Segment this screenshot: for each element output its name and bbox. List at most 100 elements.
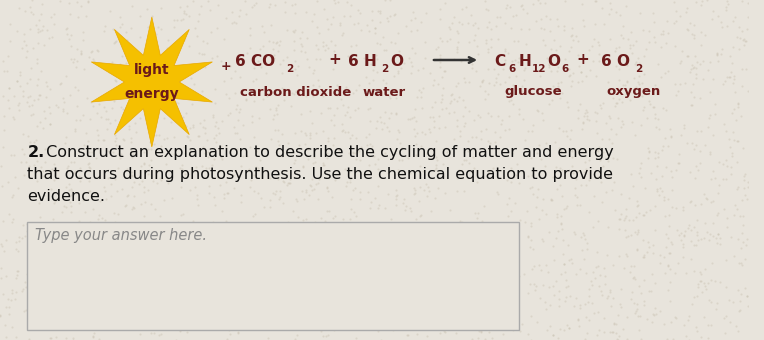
Point <box>397 60 410 66</box>
Point <box>725 235 737 240</box>
Point <box>142 146 154 151</box>
Point <box>361 142 373 148</box>
Point <box>733 260 745 266</box>
Point <box>537 282 549 288</box>
Point <box>721 1 733 6</box>
Point <box>414 164 426 169</box>
Point <box>238 0 251 4</box>
Point <box>594 180 607 185</box>
Point <box>699 142 711 148</box>
Point <box>104 9 116 14</box>
Point <box>202 232 214 237</box>
Point <box>255 196 267 201</box>
Point <box>621 336 633 340</box>
Point <box>720 0 733 3</box>
Point <box>237 122 249 128</box>
Point <box>346 187 358 192</box>
Point <box>24 307 36 313</box>
Point <box>306 160 319 166</box>
Point <box>453 167 465 172</box>
Point <box>277 97 290 103</box>
Point <box>190 224 202 230</box>
Point <box>89 320 101 326</box>
Point <box>400 255 413 261</box>
Point <box>83 165 96 171</box>
Point <box>694 334 707 339</box>
Point <box>96 275 108 280</box>
Point <box>99 188 111 193</box>
Point <box>741 293 753 299</box>
Point <box>660 231 672 237</box>
Point <box>635 174 647 180</box>
Point <box>574 202 586 208</box>
Point <box>268 53 280 58</box>
Point <box>453 255 465 260</box>
Point <box>583 293 595 299</box>
Point <box>720 216 733 221</box>
Point <box>120 65 132 71</box>
Point <box>322 105 335 110</box>
Point <box>611 156 623 162</box>
Point <box>294 48 306 54</box>
Point <box>28 272 40 278</box>
Point <box>390 203 403 208</box>
Point <box>283 299 295 304</box>
Point <box>234 56 246 61</box>
Point <box>130 129 142 134</box>
Point <box>7 114 19 120</box>
Point <box>222 320 234 325</box>
Point <box>562 283 574 289</box>
Point <box>170 252 183 258</box>
Point <box>432 186 444 191</box>
Point <box>415 95 427 100</box>
Point <box>11 79 23 84</box>
Point <box>348 292 361 297</box>
Point <box>633 81 645 87</box>
Point <box>75 274 87 279</box>
Point <box>526 266 538 271</box>
Point <box>178 277 190 283</box>
Point <box>60 335 73 340</box>
Point <box>456 161 468 167</box>
Point <box>366 324 378 329</box>
Point <box>728 76 740 82</box>
Point <box>10 246 22 251</box>
Point <box>20 55 32 60</box>
Point <box>150 32 162 37</box>
Point <box>206 220 219 225</box>
Point <box>180 171 192 176</box>
Point <box>306 19 318 24</box>
Point <box>596 137 608 142</box>
Point <box>486 335 498 340</box>
Point <box>371 240 383 245</box>
Point <box>226 244 238 250</box>
Point <box>95 307 107 313</box>
Point <box>173 313 185 319</box>
Point <box>354 197 367 202</box>
Point <box>387 327 400 332</box>
Point <box>436 161 448 167</box>
Point <box>110 135 122 140</box>
Point <box>497 232 509 238</box>
Point <box>601 295 613 300</box>
Point <box>64 199 76 205</box>
Point <box>526 313 538 318</box>
Point <box>230 278 242 284</box>
Point <box>193 283 205 288</box>
Point <box>552 69 564 74</box>
Point <box>70 190 83 196</box>
Point <box>718 121 730 127</box>
Point <box>422 172 434 177</box>
Point <box>655 31 667 36</box>
Point <box>471 275 484 280</box>
Point <box>98 29 110 34</box>
Point <box>134 35 147 40</box>
Point <box>159 153 171 158</box>
Point <box>15 72 27 78</box>
Point <box>138 149 151 154</box>
Point <box>434 6 446 12</box>
Point <box>79 254 92 259</box>
Point <box>183 137 196 142</box>
Point <box>379 0 391 3</box>
Point <box>580 183 592 188</box>
